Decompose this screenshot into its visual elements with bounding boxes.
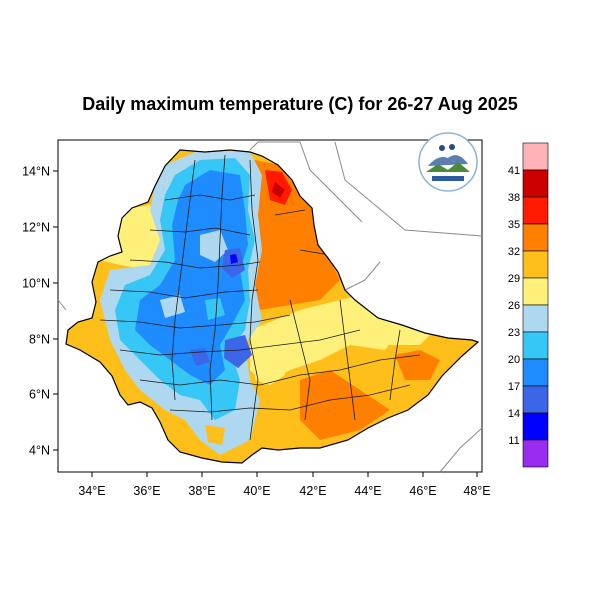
x-axis: 34°E 36°E 38°E 40°E 42°E 44°E 46°E 48°E: [78, 472, 491, 498]
y-tick-label: 6°N: [29, 388, 50, 402]
colorbar-swatch: [522, 358, 549, 387]
map-title: Daily maximum temperature (C) for 26-27 …: [82, 94, 518, 114]
colorbar-swatch: [522, 385, 549, 414]
colorbar-swatch: [522, 169, 549, 198]
colorbar-swatch: [522, 331, 549, 360]
colorbar-swatch: [522, 223, 549, 252]
colorbar-label: 11: [508, 435, 519, 447]
colorbar-swatch: [522, 439, 549, 468]
logo-icon: [418, 132, 478, 192]
y-tick-label: 10°N: [22, 277, 50, 291]
colorbar-swatch: [522, 412, 549, 441]
y-tick-label: 8°N: [29, 333, 50, 347]
colorbar-label: 38: [508, 192, 520, 204]
colorbar-swatch: [522, 196, 549, 225]
colorbar-label: 32: [508, 246, 520, 258]
colorbar-swatch: [522, 304, 549, 333]
x-tick-label: 34°E: [78, 484, 105, 498]
x-tick-label: 46°E: [409, 484, 436, 498]
region-boundaries: [99, 154, 421, 441]
colorbar-label: 41: [508, 165, 520, 177]
x-tick-label: 36°E: [133, 484, 160, 498]
colorbar-label: 20: [508, 354, 520, 366]
colorbar-swatch: [522, 277, 549, 306]
x-tick-label: 38°E: [188, 484, 215, 498]
colorbar-label: 17: [508, 381, 520, 393]
colorbar-label: 35: [508, 219, 520, 231]
colorbar: 11 14 17 20 23 26 29 32 35 38 41: [508, 142, 549, 468]
colorbar-label: 23: [508, 327, 520, 339]
neighbour-boundaries: [57, 141, 483, 473]
x-tick-label: 40°E: [243, 484, 270, 498]
x-tick-label: 42°E: [299, 484, 326, 498]
colorbar-swatch: [522, 250, 549, 279]
y-tick-label: 12°N: [22, 221, 50, 235]
colorbar-label: 26: [508, 300, 520, 312]
x-tick-label: 44°E: [354, 484, 381, 498]
colorbar-label: 29: [508, 273, 520, 285]
y-axis: 14°N 12°N 10°N 8°N 6°N 4°N: [22, 165, 58, 458]
x-tick-label: 48°E: [463, 484, 490, 498]
y-tick-label: 4°N: [29, 444, 50, 458]
y-tick-label: 14°N: [22, 165, 50, 179]
colorbar-swatch: [522, 142, 549, 171]
colorbar-label: 14: [508, 408, 520, 420]
